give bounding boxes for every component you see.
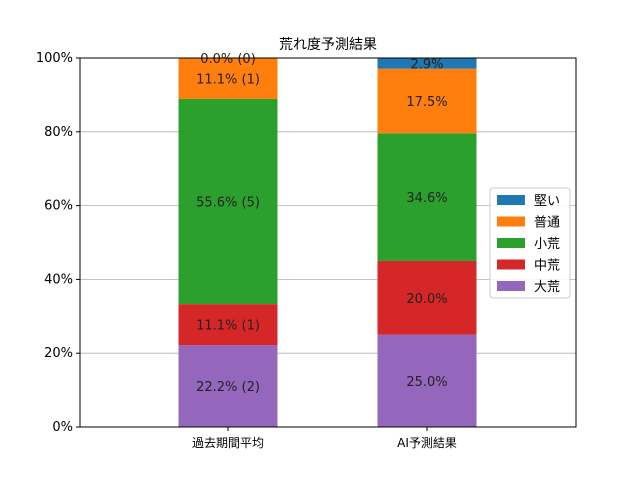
bar-segment — [377, 260, 477, 335]
y-tick-label: 20% — [44, 346, 73, 361]
plot-frame — [79, 57, 577, 428]
legend-swatch — [497, 195, 525, 205]
y-axis: 0% 20% 40% 60% 80% 100% — [36, 51, 80, 435]
bar-value-label: 17.5% — [406, 95, 447, 110]
y-tick-label: 40% — [44, 272, 73, 287]
bar-value-label: 25.0% — [406, 375, 447, 390]
bar-value-label: 0.0% (0) — [200, 52, 256, 67]
legend-label: 堅い — [534, 194, 560, 209]
y-tick-label: 80% — [44, 125, 73, 140]
bar-labels-group: 22.2% (2) 11.1% (1) 55.6% (5) 11.1% (1) 0.0%… — [196, 52, 448, 395]
bar-value-label: 2.9% — [410, 57, 443, 72]
legend-box — [489, 187, 571, 299]
bar-value-label: 20.0% — [406, 292, 447, 307]
legend-label: 中荒 — [534, 259, 560, 274]
bar-segment — [178, 58, 278, 99]
bar-value-label: 22.2% (2) — [196, 380, 260, 395]
bar-value-label: 11.1% (1) — [196, 72, 260, 87]
bars-group — [178, 58, 477, 427]
legend-label: 大荒 — [534, 280, 560, 295]
x-tick-label: 過去期間平均 — [192, 436, 264, 450]
y-tick-label: 0% — [52, 420, 73, 435]
bar-segment — [178, 304, 278, 346]
x-axis: 過去期間平均 AI予測結果 — [192, 427, 457, 450]
y-tick-label: 100% — [36, 51, 73, 66]
bar-value-label: 34.6% — [406, 191, 447, 206]
bar-segment — [377, 133, 477, 261]
bar-segment — [377, 334, 477, 427]
legend-label: 小荒 — [534, 237, 560, 252]
chart-title: 荒れ度予測結果 — [279, 37, 377, 53]
legend-swatch — [497, 281, 525, 291]
bar-segment — [377, 68, 477, 134]
bar-value-label: 55.6% (5) — [196, 196, 260, 211]
legend-swatch — [497, 259, 525, 270]
bar-segment — [178, 345, 278, 427]
bar-segment — [377, 58, 477, 69]
legend-swatch — [497, 216, 525, 227]
bar-segment — [178, 98, 278, 305]
legend-swatch — [497, 238, 525, 248]
legend-label: 普通 — [534, 216, 560, 231]
x-tick-label: AI予測結果 — [397, 436, 457, 450]
bar-value-label: 11.1% (1) — [196, 319, 260, 334]
y-tick-label: 60% — [44, 199, 73, 214]
